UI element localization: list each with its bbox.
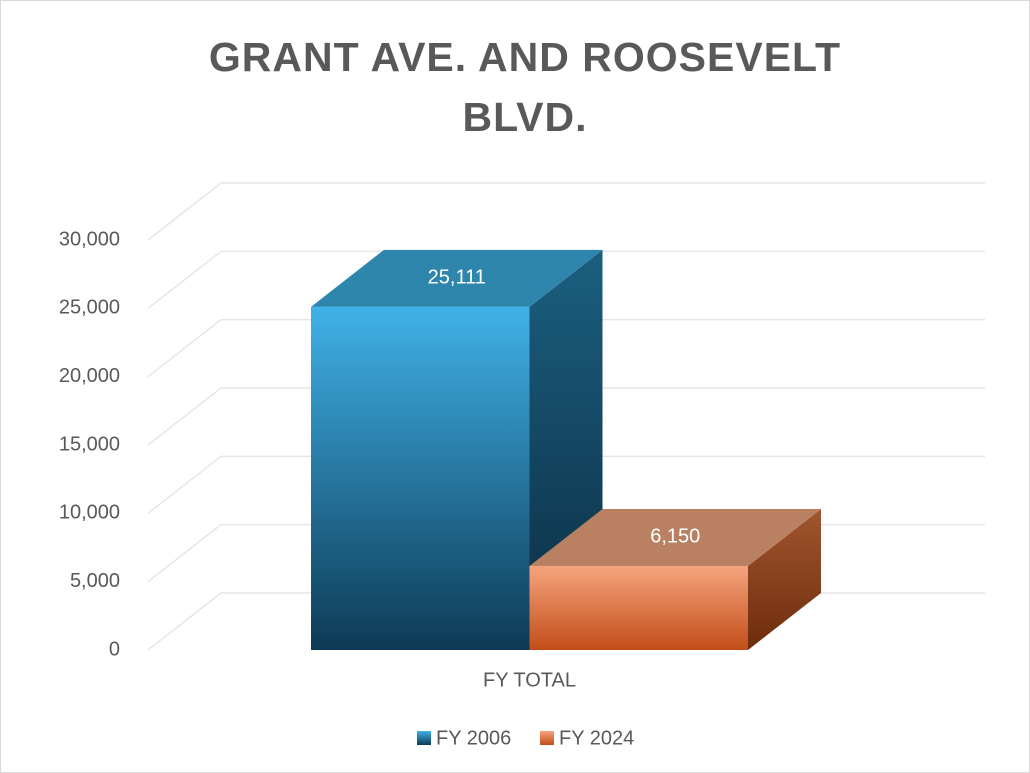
y-tick-label: 0 (109, 638, 120, 660)
legend-label: FY 2024 (559, 727, 634, 749)
legend-swatch (417, 731, 431, 745)
y-tick-label: 5,000 (70, 570, 120, 592)
bar-top (311, 249, 603, 307)
data-label: 25,111 (428, 267, 486, 289)
chart-title: GRANT AVE. AND ROOSEVELT BLVD. (208, 34, 842, 140)
data-label: 6,150 (650, 526, 700, 548)
y-tick-label: 20,000 (59, 365, 120, 387)
y-tick-label: 15,000 (59, 433, 120, 455)
grid-line (147, 182, 985, 241)
bar (529, 565, 748, 650)
y-tick-label: 10,000 (59, 502, 120, 524)
grid-line (147, 455, 985, 514)
legend-swatch (540, 731, 554, 745)
bar-side (748, 508, 821, 650)
grid-line (147, 318, 985, 378)
grid-line (147, 250, 985, 309)
bar-top (529, 508, 821, 566)
grid-line (147, 387, 985, 446)
y-tick-label: 25,000 (59, 297, 120, 319)
x-tick-label: FY TOTAL (483, 669, 576, 691)
y-tick-label: 30,000 (59, 228, 120, 250)
bar (311, 306, 530, 650)
legend-label: FY 2006 (436, 727, 511, 749)
